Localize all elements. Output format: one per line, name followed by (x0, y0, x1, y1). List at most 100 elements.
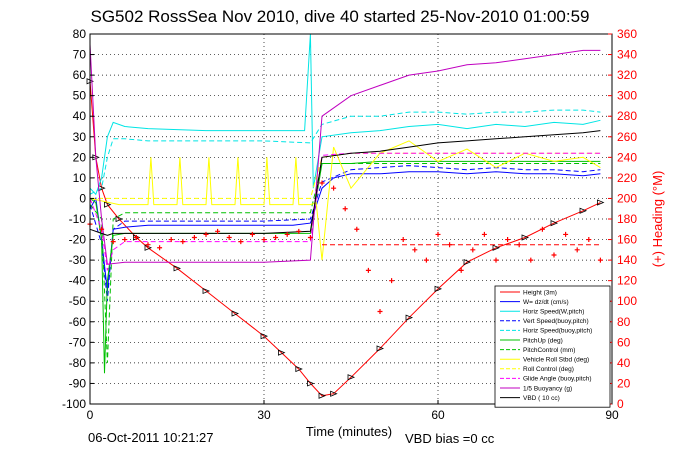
right-axis-label: (+) Heading (°M) (650, 171, 665, 268)
heading-point (215, 228, 221, 234)
legend-entry: PitchUp (deg) (523, 337, 563, 344)
legend-entry: VBD ( 10 cc) (523, 395, 560, 402)
right-tick-label: 180 (617, 212, 637, 226)
heading-point (458, 267, 464, 273)
legend-entry: Horiz Speed(W,pitch) (523, 309, 584, 316)
right-tick-label: 200 (617, 191, 637, 205)
heading-point (528, 257, 534, 263)
height-point (405, 314, 414, 321)
height-point (173, 265, 182, 272)
right-tick-label: 20 (617, 376, 631, 390)
right-tick-label: 220 (617, 171, 637, 185)
series-heading (87, 180, 603, 314)
legend-entry: 1/5 Buoyancy (g) (523, 385, 572, 392)
series-height-3m (89, 81, 601, 397)
left-tick-label: 30 (73, 130, 87, 144)
vbd-bias: VBD bias =0 cc (405, 431, 495, 446)
x-tick-label: 90 (605, 408, 619, 422)
right-tick-label: 280 (617, 109, 637, 123)
height-point (260, 333, 269, 340)
heading-point (296, 228, 302, 234)
right-tick-label: 100 (617, 294, 637, 308)
right-tick-label: 160 (617, 233, 637, 247)
heading-point (342, 206, 348, 212)
legend-entry: Vert Speed(buoy,pitch) (523, 318, 589, 325)
heading-point (249, 231, 255, 237)
legend: Height (3m) W= dz/dt (cm/s) Horiz Speed(W,… (494, 285, 611, 408)
legend-entry: Vehicle Roll Stbd (deg) (523, 357, 589, 364)
legend-entry: Height (3m) (523, 289, 557, 296)
series-vert-speed-buoy-pitch (89, 165, 601, 302)
legend-entry: W= dz/dt (cm/s) (523, 299, 569, 306)
left-tick-label: -30 (69, 253, 87, 267)
legend-box (494, 285, 611, 408)
heading-point (574, 247, 580, 253)
heading-point (273, 235, 279, 240)
heading-point (99, 226, 105, 232)
height-point (579, 207, 588, 214)
heading-point (145, 242, 151, 248)
heading-point (400, 237, 406, 243)
legend-entry: Glide Angle (buoy,pitch) (523, 376, 592, 383)
x-tick-label: 0 (87, 408, 94, 422)
series-glide-angle-buoy-pitch (89, 152, 601, 271)
height-point (330, 390, 338, 397)
left-tick-label: 0 (79, 191, 86, 205)
series-vehicle-roll-stbd-deg (89, 140, 601, 261)
right-tick-label: 340 (617, 48, 637, 62)
heading-point (423, 257, 429, 263)
heading-point (539, 226, 545, 232)
heading-point (505, 237, 511, 243)
left-tick-label: -40 (69, 274, 87, 288)
left-tick-label: -20 (69, 233, 87, 247)
heading-point (203, 231, 209, 237)
right-axis: 0 20 40 60 80 100 120 140 160 180 200 220 240 260 280 3… (608, 27, 637, 411)
left-tick-label: -10 (69, 212, 87, 226)
heading-point (180, 239, 186, 245)
legend-entry: Horiz Speed(buoy,pitch) (523, 328, 592, 335)
left-tick-label: -60 (69, 315, 87, 329)
height-point (492, 244, 501, 251)
height-point (347, 374, 356, 381)
left-tick-label: 40 (73, 109, 87, 123)
height-point (434, 285, 443, 292)
timestamp: 06-Oct-2011 10:21:27 (88, 430, 214, 445)
right-tick-label: 260 (617, 130, 637, 144)
heading-point (168, 237, 174, 243)
heading-point (157, 245, 163, 251)
right-tick-label: 240 (617, 150, 637, 164)
right-tick-label: 140 (617, 253, 637, 267)
heading-point (319, 180, 325, 186)
heading-point (493, 257, 499, 263)
right-tick-label: 60 (617, 335, 631, 349)
right-tick-label: 320 (617, 68, 637, 82)
x-axis: 0 30 60 90 (87, 400, 619, 422)
x-axis-label: Time (minutes) (306, 424, 392, 439)
heading-point (122, 237, 128, 243)
legend-entry: PitchControl (mm) (523, 347, 575, 354)
left-tick-label: -50 (69, 294, 87, 308)
left-tick-label: 20 (73, 150, 87, 164)
series-pitchcontrol-mm (89, 163, 601, 363)
heading-point (377, 309, 383, 314)
right-tick-label: 0 (617, 397, 624, 411)
series-layer (86, 33, 605, 399)
left-tick-label: 50 (73, 89, 87, 103)
heading-point (331, 185, 337, 191)
x-tick-label: 60 (431, 408, 445, 422)
height-point (104, 201, 112, 208)
left-tick-label: -100 (62, 397, 86, 411)
left-axis: -100-90-80-70-60-50-40-30-20-10010203040… (62, 27, 94, 411)
heading-point (354, 226, 360, 232)
heading-point (435, 231, 441, 237)
heading-point (365, 267, 371, 273)
series-horiz-speed-w-pitch (89, 33, 601, 196)
heading-point (284, 231, 290, 237)
height-point (115, 215, 124, 223)
height-point (318, 392, 327, 399)
height-point (278, 349, 286, 356)
left-tick-label: -90 (69, 376, 87, 390)
series-horiz-speed-buoy-pitch (89, 109, 601, 195)
right-tick-label: 40 (617, 356, 631, 370)
heading-point (389, 278, 395, 284)
